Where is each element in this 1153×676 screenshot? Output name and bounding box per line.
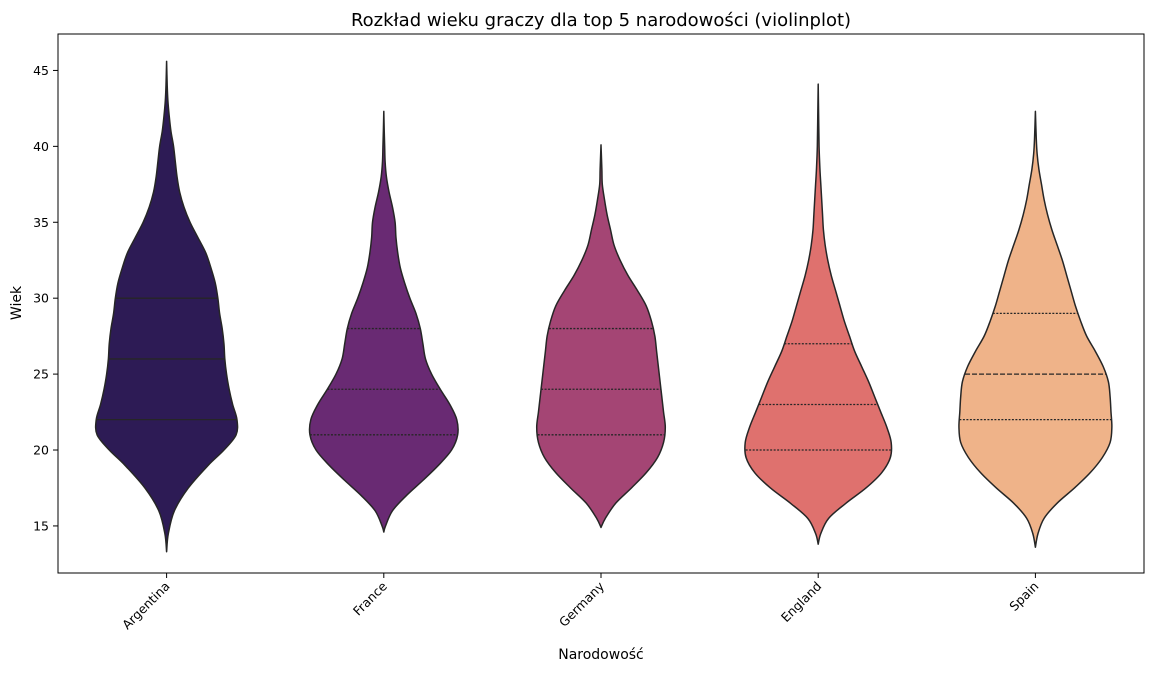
x-tick-label: France bbox=[350, 578, 390, 618]
violin-body bbox=[535, 144, 667, 529]
x-tick-label: Germany bbox=[556, 578, 608, 630]
violin-body bbox=[308, 110, 459, 533]
x-tick-label: Argentina bbox=[119, 579, 173, 633]
violins-layer bbox=[94, 60, 1113, 553]
y-tick-label: 25 bbox=[33, 367, 49, 382]
y-tick-label: 35 bbox=[33, 215, 49, 230]
y-tick-label: 15 bbox=[33, 518, 49, 533]
violin-spain bbox=[958, 110, 1113, 548]
x-tick-label: Spain bbox=[1006, 579, 1041, 614]
chart-title: Rozkład wieku graczy dla top 5 narodowoś… bbox=[351, 10, 851, 31]
y-axis: 15 20 25 30 35 40 45 bbox=[33, 63, 58, 533]
y-tick-label: 30 bbox=[33, 291, 49, 306]
y-tick-label: 20 bbox=[33, 443, 49, 458]
x-axis-label: Narodowość bbox=[558, 647, 644, 663]
y-tick-label: 45 bbox=[33, 63, 49, 78]
violin-argentina bbox=[94, 60, 239, 553]
violin-body bbox=[744, 83, 893, 545]
violin-england bbox=[744, 83, 893, 545]
violin-france bbox=[308, 110, 459, 533]
y-axis-label: Wiek bbox=[9, 285, 25, 320]
violin-body bbox=[958, 110, 1113, 548]
y-tick-label: 40 bbox=[33, 139, 49, 154]
violin-body bbox=[94, 60, 239, 553]
violin-germany bbox=[535, 144, 667, 529]
x-tick-label: England bbox=[778, 579, 824, 625]
x-axis: Argentina France Germany England Spain bbox=[119, 573, 1042, 632]
